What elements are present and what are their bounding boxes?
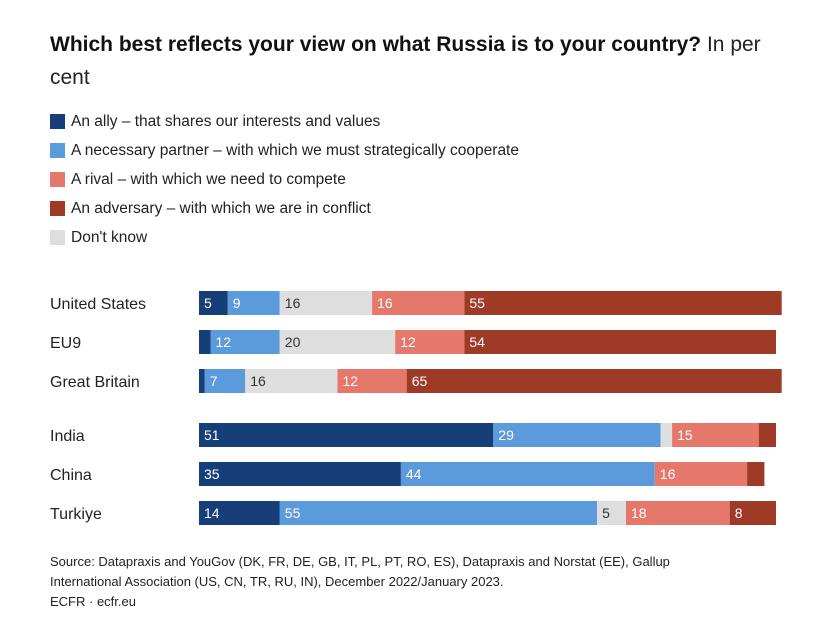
bar-united-states-series-3 (279, 291, 373, 315)
bar-india-series-2 (493, 423, 661, 447)
bar-great-britain-series-4 (337, 369, 407, 393)
legend: An ally – that shares our interests and … (50, 107, 519, 252)
bar-united-states-series-4 (372, 291, 465, 315)
bar-india-series-5 (758, 423, 776, 447)
bar-china-series-4 (654, 462, 748, 486)
source-note: Source: Datapraxis and YouGov (DK, FR, D… (50, 552, 810, 612)
legend-swatch-partner (50, 143, 65, 158)
legend-label-dont-know: Don't know (71, 228, 148, 246)
bar-india-series-4 (672, 423, 759, 447)
value-label-india-series-2: 29 (498, 427, 514, 443)
chart-title: Which best reflects your view on what Ru… (50, 28, 790, 94)
bar-india-series-1 (199, 423, 494, 447)
bar-great-britain-series-2 (204, 369, 246, 393)
source-line-3: ECFR · ecfr.eu (50, 594, 136, 609)
legend-label-partner: A necessary partner – with which we must… (71, 141, 519, 159)
value-label-china-series-1: 35 (204, 466, 220, 482)
bar-turkiye-series-1 (199, 501, 280, 525)
bar-turkiye-series-2 (279, 501, 598, 525)
value-label-china-series-4: 16 (660, 466, 676, 482)
legend-label-rival: A rival – with which we need to compete (71, 170, 346, 188)
value-label-turkiye-series-3: 5 (602, 505, 610, 521)
bar-united-states-series-2 (227, 291, 280, 315)
value-label-turkiye-series-5: 8 (735, 505, 743, 521)
value-label-united-states-series-3: 16 (285, 295, 301, 311)
category-label-great-britain: Great Britain (50, 374, 140, 391)
value-label-great-britain-series-4: 12 (343, 373, 359, 389)
value-label-turkiye-series-4: 18 (631, 505, 647, 521)
bar-china-series-5 (747, 462, 765, 486)
legend-item-ally: An ally – that shares our interests and … (50, 107, 519, 136)
value-label-great-britain-series-5: 65 (412, 373, 428, 389)
bar-turkiye-series-3 (597, 501, 626, 525)
source-line-2: International Association (US, CN, TR, R… (50, 574, 504, 589)
legend-item-partner: A necessary partner – with which we must… (50, 136, 519, 165)
bar-great-britain-series-1 (199, 369, 205, 393)
legend-item-rival: A rival – with which we need to compete (50, 165, 519, 194)
value-label-united-states-series-2: 9 (233, 295, 241, 311)
category-label-india: India (50, 428, 85, 445)
value-label-great-britain-series-2: 7 (210, 373, 218, 389)
value-label-united-states-series-1: 5 (204, 295, 212, 311)
value-label-eu9-series-5: 54 (469, 334, 485, 350)
value-label-india-series-4: 15 (677, 427, 693, 443)
legend-swatch-ally (50, 114, 65, 129)
category-label-turkiye: Turkiye (50, 506, 102, 523)
bar-eu9-series-3 (279, 330, 396, 354)
chart-unit: In per cent (50, 33, 761, 89)
bar-great-britain-series-3 (245, 369, 338, 393)
value-label-turkiye-series-2: 55 (285, 505, 301, 521)
bar-india-series-3 (660, 423, 673, 447)
bar-eu9-series-4 (395, 330, 465, 354)
value-label-united-states-series-4: 16 (377, 295, 393, 311)
bar-china-series-2 (400, 462, 655, 486)
category-label-eu9: EU9 (50, 335, 81, 352)
bar-eu9-series-2 (210, 330, 280, 354)
bar-eu9-series-5 (464, 330, 776, 354)
value-label-india-series-1: 51 (204, 427, 220, 443)
value-label-turkiye-series-1: 14 (204, 505, 220, 521)
legend-swatch-rival (50, 172, 65, 187)
value-label-eu9-series-4: 12 (400, 334, 416, 350)
legend-item-dont-know: Don't know (50, 223, 519, 252)
bar-united-states-series-5 (464, 291, 782, 315)
bar-great-britain-series-5 (406, 369, 782, 393)
legend-label-adversary: An adversary – with which we are in conf… (71, 199, 371, 217)
bar-china-series-1 (199, 462, 401, 486)
bar-turkiye-series-5 (729, 501, 776, 525)
category-label-china: China (50, 467, 92, 484)
legend-swatch-adversary (50, 201, 65, 216)
bar-eu9-series-1 (199, 330, 211, 354)
legend-swatch-dont-know (50, 230, 65, 245)
chart-title-text: Which best reflects your view on what Ru… (50, 33, 702, 56)
category-label-united-states: United States (50, 296, 146, 313)
value-label-eu9-series-3: 20 (285, 334, 301, 350)
bar-united-states-series-1 (199, 291, 228, 315)
source-line-1: Source: Datapraxis and YouGov (DK, FR, D… (50, 554, 670, 569)
value-label-eu9-series-2: 12 (216, 334, 232, 350)
legend-item-adversary: An adversary – with which we are in conf… (50, 194, 519, 223)
value-label-united-states-series-5: 55 (469, 295, 485, 311)
value-label-great-britain-series-3: 16 (250, 373, 266, 389)
legend-label-ally: An ally – that shares our interests and … (71, 112, 381, 130)
bar-turkiye-series-4 (626, 501, 730, 525)
value-label-china-series-2: 44 (406, 466, 422, 482)
